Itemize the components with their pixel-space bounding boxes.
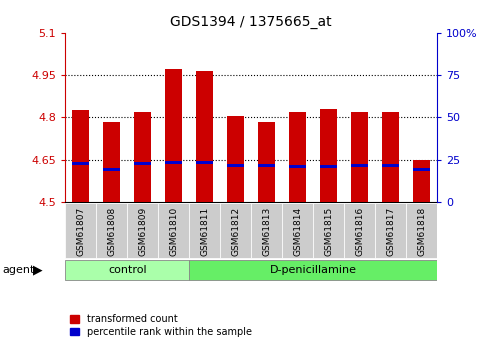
Bar xyxy=(165,161,182,164)
FancyBboxPatch shape xyxy=(220,203,251,258)
Bar xyxy=(289,112,306,202)
Text: GSM61810: GSM61810 xyxy=(169,206,178,256)
FancyBboxPatch shape xyxy=(127,203,158,258)
Bar xyxy=(320,165,337,168)
Text: GSM61817: GSM61817 xyxy=(386,206,395,256)
Bar xyxy=(165,69,182,202)
Text: GSM61807: GSM61807 xyxy=(76,206,85,256)
Bar xyxy=(351,112,368,202)
FancyBboxPatch shape xyxy=(282,203,313,258)
Legend: transformed count, percentile rank within the sample: transformed count, percentile rank withi… xyxy=(70,314,252,337)
Text: GSM61811: GSM61811 xyxy=(200,206,209,256)
Bar xyxy=(227,116,244,202)
FancyBboxPatch shape xyxy=(158,203,189,258)
FancyBboxPatch shape xyxy=(96,203,127,258)
Bar xyxy=(72,162,89,165)
Text: GSM61814: GSM61814 xyxy=(293,206,302,256)
Bar xyxy=(351,164,368,167)
FancyBboxPatch shape xyxy=(251,203,282,258)
FancyBboxPatch shape xyxy=(313,203,344,258)
FancyBboxPatch shape xyxy=(65,203,96,258)
Bar xyxy=(103,121,120,202)
Bar xyxy=(413,160,430,202)
FancyBboxPatch shape xyxy=(65,260,189,280)
Text: GSM61808: GSM61808 xyxy=(107,206,116,256)
Text: ▶: ▶ xyxy=(33,264,43,276)
Bar xyxy=(72,110,89,202)
FancyBboxPatch shape xyxy=(375,203,406,258)
Text: control: control xyxy=(108,265,146,275)
FancyBboxPatch shape xyxy=(189,203,220,258)
Bar xyxy=(413,168,430,171)
Bar xyxy=(227,164,244,167)
Text: GSM61813: GSM61813 xyxy=(262,206,271,256)
Text: agent: agent xyxy=(2,265,35,275)
Bar xyxy=(134,162,151,165)
Text: GSM61809: GSM61809 xyxy=(138,206,147,256)
Bar xyxy=(258,164,275,167)
Bar xyxy=(289,165,306,168)
Bar xyxy=(134,112,151,202)
Bar xyxy=(382,164,399,167)
Bar xyxy=(382,112,399,202)
FancyBboxPatch shape xyxy=(406,203,437,258)
Text: GSM61812: GSM61812 xyxy=(231,206,240,256)
Bar xyxy=(258,121,275,202)
Bar xyxy=(196,71,213,202)
Bar xyxy=(196,161,213,164)
Text: GSM61815: GSM61815 xyxy=(324,206,333,256)
Text: D-penicillamine: D-penicillamine xyxy=(270,265,356,275)
Title: GDS1394 / 1375665_at: GDS1394 / 1375665_at xyxy=(170,15,332,29)
Bar xyxy=(320,109,337,202)
Bar xyxy=(103,168,120,171)
Text: GSM61818: GSM61818 xyxy=(417,206,426,256)
FancyBboxPatch shape xyxy=(344,203,375,258)
FancyBboxPatch shape xyxy=(189,260,437,280)
Text: GSM61816: GSM61816 xyxy=(355,206,364,256)
